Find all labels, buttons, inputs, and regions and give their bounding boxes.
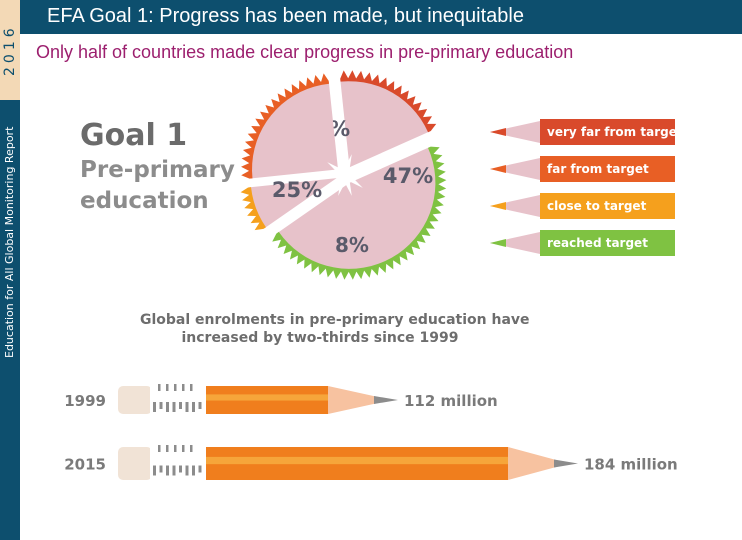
legend-tip-very-far-from-target — [490, 121, 540, 143]
legend-label-far-from-target: far from target — [547, 162, 649, 176]
page-subtitle: Only half of countries made clear progre… — [36, 42, 574, 62]
legend-swatch-close-to-target — [540, 193, 675, 219]
bar-category-1999: 1999 — [64, 392, 106, 410]
legend-label-close-to-target: close to target — [547, 199, 647, 213]
pie-rim-close-to-target — [240, 187, 266, 231]
ferrule-mark-2015 — [192, 465, 195, 476]
pencil-eraser-2015 — [118, 447, 152, 480]
bar-value-2015: 184 million — [584, 456, 678, 474]
ferrule-mark-1999 — [166, 402, 169, 412]
pencil-stripe-1999 — [206, 394, 328, 401]
page-title: EFA Goal 1: Progress has been made, but … — [47, 5, 524, 27]
pie-label-far-from-target: 25% — [272, 178, 322, 202]
legend-label-very-far-from-target: very far from target — [547, 125, 683, 139]
ferrule-mark-1999 — [185, 402, 189, 412]
ferrule-mark-1999 — [198, 402, 202, 409]
ferrule-mark-1999 — [192, 402, 195, 412]
ferrule-top-mark-2015 — [158, 445, 161, 452]
legend-swatch-very-far-from-target — [540, 119, 675, 145]
ferrule-top-mark-1999 — [190, 384, 193, 391]
ferrule-top-mark-2015 — [190, 445, 193, 452]
legend-point-close-to-target — [490, 202, 506, 210]
ferrule-top-mark-2015 — [174, 445, 177, 452]
ferrule-top-mark-1999 — [158, 384, 161, 391]
ferrule-mark-2015 — [153, 465, 156, 476]
sidebar-strip — [0, 0, 20, 540]
pie-center-burst — [323, 154, 367, 196]
legend-point-far-from-target — [490, 165, 506, 173]
goal-subtitle-line1: Pre-primary — [80, 157, 235, 183]
ferrule-mark-2015 — [166, 465, 169, 476]
ferrule-top-mark-2015 — [182, 445, 185, 452]
legend-tip-reached-target — [490, 232, 540, 254]
legend-point-reached-target — [490, 239, 506, 247]
legend-tip-close-to-target — [490, 195, 540, 217]
legend-point-very-far-from-target — [490, 128, 506, 136]
bar-category-2015: 2015 — [64, 456, 106, 474]
legend-label-reached-target: reached target — [547, 236, 648, 250]
ferrule-mark-2015 — [172, 465, 176, 476]
caption-line2: increased by two-thirds since 1999 — [181, 330, 459, 346]
ferrule-mark-1999 — [159, 402, 163, 409]
legend-swatch-far-from-target — [540, 156, 675, 182]
year-badge — [0, 0, 20, 100]
ferrule-top-mark-2015 — [166, 445, 169, 452]
ferrule-mark-2015 — [198, 465, 202, 473]
pie-slice-reached-target — [277, 147, 438, 271]
bar-value-1999: 112 million — [404, 392, 498, 410]
pencil-eraser-1999 — [118, 386, 152, 414]
pencil-ferrule-2015 — [150, 447, 206, 480]
pie-rim-far-from-target — [241, 73, 330, 179]
pencil-lead-2015 — [554, 459, 578, 468]
ferrule-mark-2015 — [159, 465, 163, 473]
header-bar — [0, 0, 742, 34]
legend-tip-far-from-target — [490, 158, 540, 180]
ferrule-mark-2015 — [185, 465, 189, 476]
ferrule-mark-2015 — [179, 465, 182, 473]
goal-subtitle: Pre-primary education — [80, 155, 235, 217]
ferrule-mark-1999 — [179, 402, 182, 409]
enrolment-caption: Global enrolments in pre-primary educati… — [140, 311, 530, 347]
ferrule-top-mark-1999 — [174, 384, 177, 391]
pencil-stripe-2015 — [206, 456, 508, 465]
legend-swatch-reached-target — [540, 230, 675, 256]
pie-label-close-to-target: 8% — [335, 233, 369, 257]
goal-title: Goal 1 — [80, 118, 188, 153]
goal-subtitle-line2: education — [80, 188, 209, 214]
pie-slice-close-to-target — [249, 178, 337, 229]
ferrule-top-mark-1999 — [182, 384, 185, 391]
pencil-lead-1999 — [374, 396, 398, 404]
ferrule-mark-1999 — [153, 402, 156, 412]
pencil-tip-2015 — [508, 447, 558, 480]
pencil-tip-1999 — [328, 386, 378, 414]
ferrule-top-mark-1999 — [166, 384, 169, 391]
pie-label-reached-target: 47% — [383, 164, 433, 188]
ferrule-mark-1999 — [172, 402, 176, 412]
pie-rim-very-far-from-target — [340, 70, 437, 133]
pie-slice-far-from-target — [250, 81, 339, 179]
caption-line1: Global enrolments in pre-primary educati… — [140, 312, 530, 328]
